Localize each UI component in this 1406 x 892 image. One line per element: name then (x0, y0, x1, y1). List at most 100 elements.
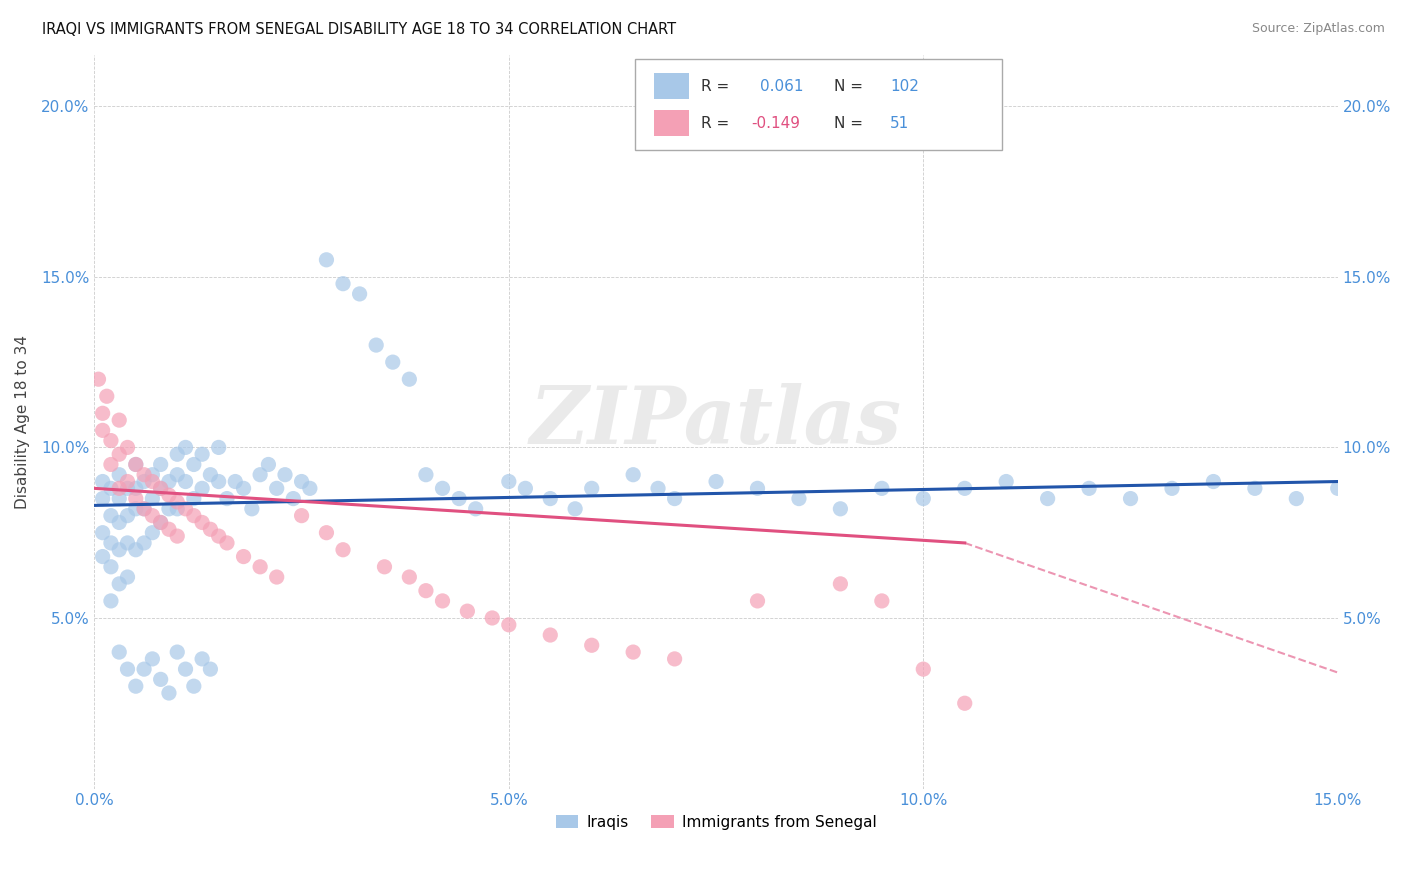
Point (166, 501, 188, 516)
Point (108, 491, 131, 506)
Text: Source: ZipAtlas.com: Source: ZipAtlas.com (1251, 22, 1385, 36)
Point (621, 467, 644, 482)
Point (100, 481, 122, 495)
Point (125, 458, 148, 472)
Point (200, 467, 222, 482)
Point (117, 570, 139, 584)
Point (290, 508, 312, 523)
Point (117, 536, 139, 550)
Point (621, 645, 644, 659)
Point (232, 549, 254, 564)
Point (108, 481, 131, 495)
Text: 51: 51 (890, 116, 910, 131)
Point (381, 355, 404, 369)
Point (315, 525, 337, 540)
Point (912, 662, 935, 676)
Point (332, 542, 354, 557)
Point (108, 447, 131, 461)
Point (581, 481, 603, 495)
Point (117, 481, 139, 495)
Point (141, 467, 163, 482)
Point (274, 467, 297, 482)
Point (149, 673, 172, 687)
Point (747, 481, 769, 495)
Point (100, 559, 122, 574)
Point (315, 252, 337, 267)
Text: 102: 102 (890, 78, 920, 94)
Point (96, 389, 118, 403)
Point (283, 491, 305, 506)
Point (183, 679, 205, 693)
Point (432, 481, 454, 495)
Point (215, 491, 238, 506)
Point (664, 491, 686, 506)
Point (415, 583, 437, 598)
Point (1161, 481, 1184, 495)
Point (100, 594, 122, 608)
Point (581, 638, 603, 652)
Point (647, 481, 669, 495)
Text: N =: N = (834, 78, 868, 94)
Text: IRAQI VS IMMIGRANTS FROM SENEGAL DISABILITY AGE 18 TO 34 CORRELATION CHART: IRAQI VS IMMIGRANTS FROM SENEGAL DISABIL… (42, 22, 676, 37)
Point (257, 458, 280, 472)
Point (132, 501, 155, 516)
Point (91, 475, 114, 489)
Point (498, 475, 520, 489)
Point (132, 467, 155, 482)
Point (141, 508, 163, 523)
Point (100, 458, 122, 472)
Point (538, 491, 561, 506)
Point (208, 441, 231, 455)
Point (108, 516, 131, 530)
Point (1036, 491, 1059, 506)
Point (125, 458, 148, 472)
Point (232, 481, 254, 495)
Point (141, 652, 163, 666)
Point (1078, 481, 1101, 495)
Point (208, 475, 231, 489)
Point (157, 475, 180, 489)
Point (117, 475, 139, 489)
Point (870, 481, 893, 495)
Point (664, 652, 686, 666)
Point (449, 491, 471, 506)
Point (183, 491, 205, 506)
Point (87, 372, 110, 386)
Point (174, 662, 197, 676)
Point (200, 662, 222, 676)
Point (174, 501, 197, 516)
Point (141, 525, 163, 540)
Point (398, 372, 420, 386)
Point (166, 447, 188, 461)
Point (141, 491, 163, 506)
Point (1202, 475, 1225, 489)
Point (166, 495, 188, 509)
Point (373, 559, 395, 574)
Point (481, 611, 503, 625)
Point (215, 536, 238, 550)
Point (174, 441, 197, 455)
Point (108, 467, 131, 482)
Point (290, 475, 312, 489)
Point (125, 481, 148, 495)
Point (141, 475, 163, 489)
Point (564, 501, 586, 516)
Point (100, 536, 122, 550)
Point (132, 475, 155, 489)
Bar (654, 73, 689, 99)
Point (249, 467, 271, 482)
Point (208, 529, 231, 543)
Point (166, 645, 188, 659)
Point (132, 662, 155, 676)
Point (538, 628, 561, 642)
Point (117, 441, 139, 455)
Point (91, 423, 114, 437)
Point (349, 287, 371, 301)
Point (132, 536, 155, 550)
Point (157, 501, 180, 516)
Point (191, 516, 214, 530)
Point (149, 481, 172, 495)
Point (704, 475, 727, 489)
Point (498, 617, 520, 632)
Point (432, 594, 454, 608)
